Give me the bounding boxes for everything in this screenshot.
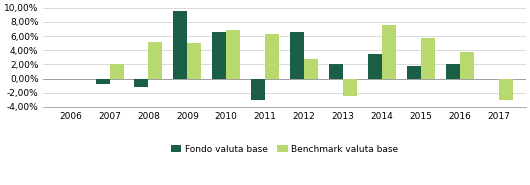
Bar (446, 64, 460, 79)
Bar (110, 64, 123, 79)
Bar (148, 42, 163, 79)
Bar (290, 33, 304, 79)
Legend: Fondo valuta base, Benchmark valuta base: Fondo valuta base, Benchmark valuta base (167, 141, 402, 157)
Bar (212, 33, 226, 79)
Bar (187, 43, 201, 79)
Bar (460, 52, 474, 79)
Bar (499, 79, 513, 100)
Bar (265, 34, 279, 79)
Bar (304, 59, 318, 79)
Bar (368, 54, 382, 79)
Bar (173, 11, 187, 79)
Bar (343, 79, 357, 96)
Bar (226, 30, 240, 79)
Bar (329, 64, 343, 79)
Bar (407, 66, 421, 79)
Bar (382, 25, 396, 79)
Bar (421, 38, 435, 79)
Bar (251, 79, 265, 100)
Bar (95, 79, 110, 84)
Bar (135, 79, 148, 87)
